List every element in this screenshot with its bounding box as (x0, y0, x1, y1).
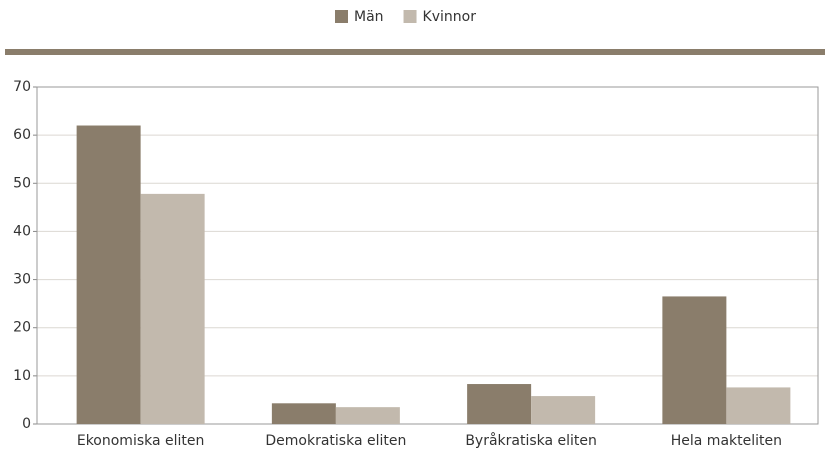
y-tick-label: 50 (13, 175, 31, 191)
bar (726, 387, 791, 424)
x-tick-label: Byråkratiska eliten (465, 432, 597, 449)
x-tick-label: Ekonomiska eliten (77, 433, 205, 449)
legend-swatch (335, 10, 348, 23)
header-rule (5, 49, 825, 55)
bar (531, 396, 596, 424)
y-tick-label: 40 (13, 223, 31, 239)
bar (662, 296, 727, 424)
x-tick-label: Demokratiska eliten (265, 433, 406, 449)
legend-label: Män (354, 9, 384, 25)
y-tick-label: 10 (13, 368, 31, 384)
legend-swatch (403, 10, 417, 23)
bar (271, 403, 336, 424)
bar (335, 407, 400, 424)
bar (76, 125, 141, 424)
y-tick-label: 20 (13, 320, 31, 336)
bar (140, 193, 205, 424)
bar (467, 384, 532, 424)
y-tick-label: 0 (22, 416, 31, 432)
plot-frame (36, 86, 819, 425)
y-tick-label: 30 (13, 272, 31, 288)
y-tick-label: 60 (13, 127, 31, 143)
legend-label: Kvinnor (423, 9, 477, 25)
y-tick-label: 70 (13, 79, 31, 95)
x-tick-label: Hela makteliten (671, 433, 782, 449)
